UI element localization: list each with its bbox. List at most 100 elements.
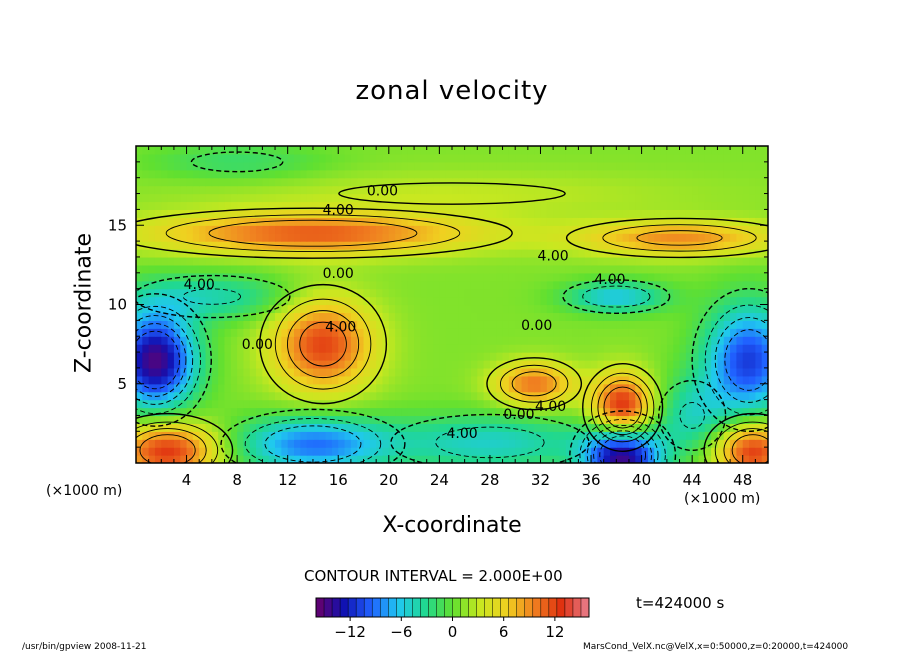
heat-cell [161, 264, 169, 274]
heat-cell [584, 375, 592, 385]
heat-cell [546, 383, 554, 393]
heat-cell [749, 399, 756, 409]
heat-cell [496, 359, 504, 369]
heat-cell [382, 146, 390, 155]
heat-cell [249, 439, 257, 448]
heat-cell [641, 233, 649, 242]
heat-cell [369, 320, 377, 329]
contour-line [603, 386, 642, 429]
heat-cell [167, 336, 175, 345]
heat-cell [477, 439, 485, 448]
heat-cell [540, 312, 548, 321]
colorbar-swatch [468, 598, 478, 617]
heat-cell [275, 336, 282, 345]
heat-cell [287, 185, 295, 195]
heat-cell [603, 359, 611, 369]
heat-cell [761, 209, 768, 218]
heat-cell [698, 185, 706, 195]
heat-cell [603, 201, 611, 210]
heat-cell [647, 209, 655, 218]
heat-cell [635, 328, 643, 337]
heat-cell [154, 153, 162, 163]
heat-cell [521, 383, 529, 393]
heat-cell [382, 423, 390, 432]
heat-cell [325, 201, 333, 210]
heat-cell [224, 264, 232, 274]
heat-cell [401, 312, 409, 321]
heat-cell [711, 399, 719, 409]
heat-cell [325, 431, 333, 440]
heat-cell [698, 391, 706, 401]
heat-cell [142, 177, 150, 187]
heat-cell [673, 344, 681, 353]
heat-cell [553, 264, 561, 274]
heat-cell [591, 209, 598, 218]
heat-cell [180, 225, 188, 234]
heat-cell [224, 177, 232, 187]
heat-cell [369, 185, 377, 195]
contour-line [723, 428, 768, 463]
heat-cell [382, 153, 390, 163]
heat-cell [350, 344, 358, 353]
heat-cell [591, 391, 598, 401]
heat-cell [154, 217, 162, 226]
heat-cell [331, 169, 339, 179]
heat-cell [256, 233, 263, 242]
heat-cell [154, 241, 162, 250]
heat-cell [477, 161, 485, 171]
heat-cell [452, 455, 459, 463]
colorbar-swatch [476, 598, 486, 617]
heat-cell [407, 447, 415, 456]
heat-cell [572, 344, 579, 353]
heat-cell [527, 153, 535, 163]
heat-cell [464, 249, 472, 258]
heat-cell [685, 288, 693, 298]
heat-cell [426, 375, 434, 385]
heat-cell [565, 344, 573, 353]
heat-cell [458, 209, 466, 218]
heat-cell [331, 193, 339, 203]
heat-cell [572, 367, 579, 377]
heat-cell [761, 383, 768, 393]
heat-cell [199, 407, 207, 417]
heat-cell [369, 241, 377, 250]
heat-cell [230, 312, 238, 321]
heat-cell [395, 367, 403, 377]
heat-cell [401, 233, 409, 242]
heat-cell [445, 217, 453, 226]
heat-cell [401, 375, 409, 385]
heat-cell [154, 383, 162, 393]
heat-cell [205, 312, 213, 321]
heat-cell [673, 320, 681, 329]
heat-cell [243, 153, 251, 163]
heat-cell [477, 280, 485, 290]
heat-cell [685, 153, 693, 163]
heat-cell [654, 161, 662, 171]
heat-cell [749, 256, 756, 266]
heat-cell [603, 304, 611, 314]
heat-cell [515, 233, 523, 242]
heat-cell [136, 225, 143, 234]
heat-cell [647, 431, 655, 440]
heat-cell [154, 272, 162, 282]
heat-cell [496, 177, 504, 187]
heat-cell [483, 423, 491, 432]
heat-cell [565, 367, 573, 377]
heat-cell [591, 431, 598, 440]
heat-cell [477, 328, 485, 337]
heat-cell [521, 264, 529, 274]
heat-cell [666, 352, 674, 361]
heat-cell [331, 391, 339, 401]
heat-cell [154, 312, 162, 321]
heat-cell [243, 336, 251, 345]
heat-cell [224, 375, 232, 385]
heat-cell [407, 249, 415, 258]
heat-cell [654, 169, 662, 179]
heat-cell [470, 217, 478, 226]
heat-cell [553, 161, 561, 171]
heat-cell [508, 431, 516, 440]
heat-cell [369, 249, 377, 258]
heat-cell [711, 272, 719, 282]
heat-cell [622, 352, 630, 361]
heat-cell [730, 177, 737, 187]
